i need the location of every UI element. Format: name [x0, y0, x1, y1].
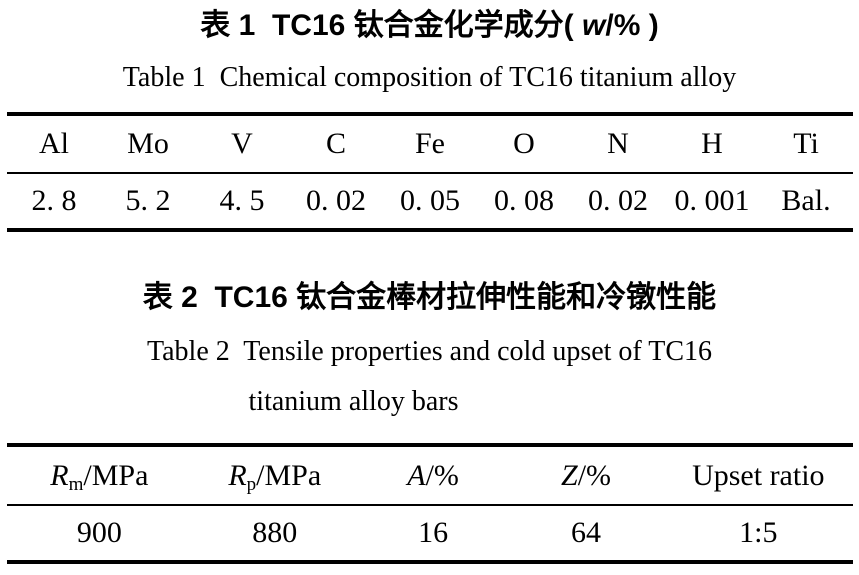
table2-value-rp: 880 — [252, 516, 298, 549]
table2-value-a: 16 — [418, 516, 449, 549]
table1-header-mo: Mo — [127, 127, 169, 160]
table1-caption-cn-suffix: /% ) — [605, 9, 659, 42]
table2-header-rm: Rm/MPa — [7, 447, 192, 504]
table1-header-v: V — [231, 127, 253, 160]
table1-header-fe: Fe — [415, 127, 445, 160]
table1-value-n: 0. 02 — [588, 184, 648, 217]
table1-caption-chinese: 表 1 TC16 钛合金化学成分( w/% ) — [0, 4, 859, 48]
table1-value-c: 0. 02 — [306, 184, 366, 217]
table1-caption-cn-prefix: 表 1 TC16 钛合金化学成分( — [200, 9, 583, 42]
table1-value-ti: Bal. — [781, 184, 831, 217]
table1-header-n: N — [607, 127, 629, 160]
table2-header-rp-subscript: p — [246, 473, 257, 495]
table1-value-al: 2. 8 — [31, 184, 77, 217]
table2-header-a-unit: /% — [425, 459, 459, 492]
table2-header-rm-subscript: m — [68, 473, 84, 495]
table1-header-c: C — [325, 127, 346, 160]
table1-header-al: Al — [39, 127, 69, 160]
table1-header-o: O — [513, 127, 535, 160]
table1-chemical-composition: Al Mo V C Fe O N H Ti 2. 8 5. 2 4. 5 0. … — [7, 112, 853, 232]
table2-header-rp: Rp/MPa — [192, 447, 358, 504]
table1-header-row: Al Mo V C Fe O N H Ti — [7, 116, 853, 174]
table1-data-row: 2. 8 5. 2 4. 5 0. 02 0. 05 0. 08 0. 02 0… — [7, 174, 853, 228]
table1-caption-cn-symbol-w: w — [582, 9, 606, 42]
table2-header-z: Z/% — [508, 447, 663, 504]
table2-caption-chinese: 表 2 TC16 钛合金棒材拉伸性能和冷镦性能 — [142, 281, 717, 314]
table2-header-rm-symbol: R — [50, 459, 69, 492]
table2-tensile-properties: Rm/MPa Rp/MPa A/% Z/% Upset ratio 900 88… — [7, 443, 853, 564]
table2-header-upset-ratio-label: Upset ratio — [692, 459, 825, 492]
table2-header-rp-symbol: R — [228, 459, 247, 492]
table1-header-ti: Ti — [793, 127, 819, 160]
table2-data-row: 900 880 16 64 1:5 — [7, 506, 853, 560]
table2-header-a-symbol: A — [407, 459, 426, 492]
table2-caption-english-line1: Table 2 Tensile properties and cold upse… — [146, 336, 713, 367]
table1-value-mo: 5. 2 — [125, 184, 171, 217]
table2-header-a: A/% — [358, 447, 509, 504]
table1-value-fe: 0. 05 — [400, 184, 460, 217]
table2-value-rm: 900 — [76, 516, 122, 549]
table2-header-upset-ratio: Upset ratio — [664, 447, 853, 504]
table1-value-o: 0. 08 — [494, 184, 554, 217]
table1-caption-english: Table 1 Chemical composition of TC16 tit… — [122, 62, 737, 93]
table2-header-z-symbol: Z — [561, 459, 578, 492]
table2-value-upset-ratio: 1:5 — [739, 516, 778, 549]
table1-value-h: 0. 001 — [674, 184, 750, 217]
table2-header-rp-unit: /MPa — [256, 459, 322, 492]
table2-header-row: Rm/MPa Rp/MPa A/% Z/% Upset ratio — [7, 447, 853, 506]
table2-caption-english-line2: titanium alloy bars — [248, 386, 459, 417]
table2-header-z-unit: /% — [577, 459, 612, 492]
table2-value-z: 64 — [571, 516, 601, 549]
table2-header-rm-unit: /MPa — [83, 459, 149, 492]
table1-header-h: H — [701, 127, 723, 160]
table1-value-v: 4. 5 — [219, 184, 265, 217]
